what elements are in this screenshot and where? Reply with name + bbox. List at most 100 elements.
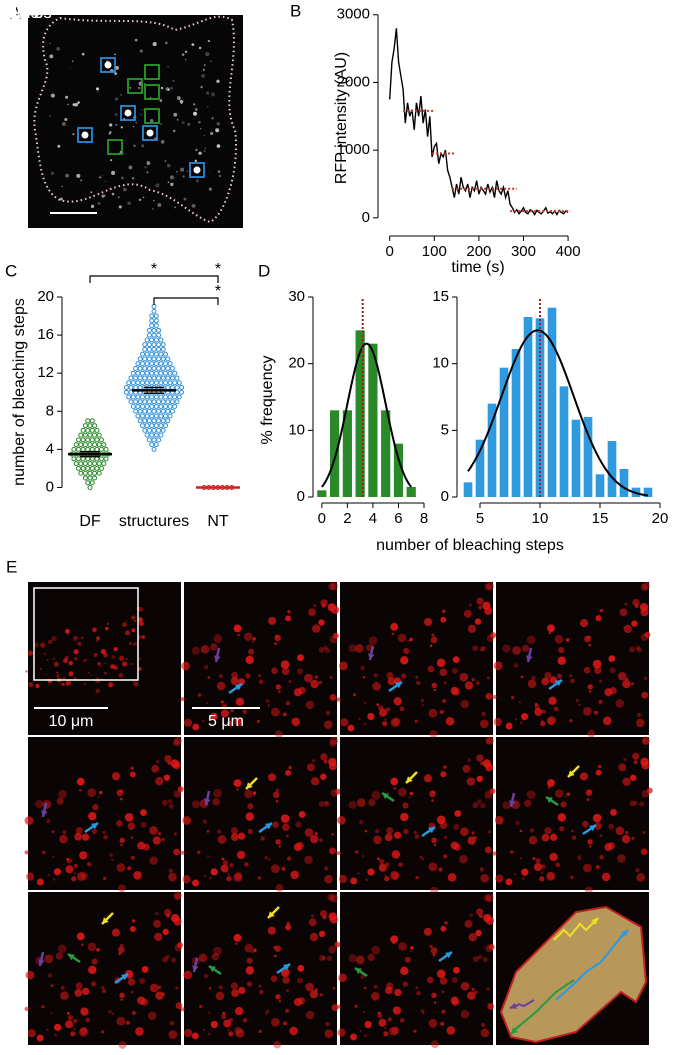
dot (169, 384, 175, 390)
fluorescent-spot (191, 1032, 199, 1040)
fluorescent-spot (481, 711, 486, 717)
fluorescent-spot (245, 812, 254, 821)
dot (142, 418, 148, 424)
fluorescent-spot (535, 858, 541, 864)
dot (167, 380, 173, 386)
time-label: 5.6 s (8, 5, 43, 22)
x-tick-label: 15 (592, 510, 609, 527)
x-tick-label: DF (79, 513, 101, 530)
speckle (218, 174, 222, 178)
fluorescent-spot (431, 682, 438, 689)
fluorescent-spot (477, 954, 483, 960)
fluorescent-spot (409, 637, 413, 642)
fluorescent-spot (541, 864, 546, 869)
fluorescent-spot (376, 703, 380, 707)
fluorescent-spot (592, 659, 602, 669)
x-tick-label: 0 (386, 243, 394, 260)
fluorescent-spot (309, 932, 319, 942)
x-tick-label: 5 (476, 510, 484, 527)
speckle (144, 166, 147, 169)
fluorescent-spot (280, 968, 290, 977)
dot (80, 465, 86, 471)
dot (158, 413, 164, 419)
arrow-head (382, 793, 389, 800)
speckle (203, 134, 205, 137)
dot (149, 394, 155, 400)
speckle (151, 207, 154, 210)
dot (89, 465, 95, 471)
fluorescent-spot (109, 853, 113, 857)
fluorescent-spot (355, 850, 359, 854)
fluorescent-spot (364, 1020, 372, 1029)
fluorescent-spot (610, 809, 617, 816)
speckle (131, 177, 135, 180)
fluorescent-spot (64, 655, 69, 661)
fluorescent-spot (451, 977, 458, 984)
fluorescent-spot (471, 987, 475, 991)
fluorescent-spot (208, 1011, 211, 1014)
fluorescent-spot (485, 736, 494, 745)
dot (73, 461, 79, 467)
dot (103, 456, 109, 462)
fluorescent-spot (104, 662, 107, 665)
speckle (147, 160, 149, 162)
fluorescent-spot (604, 843, 613, 852)
arrow-head (591, 918, 598, 925)
fluorescent-spot (428, 708, 438, 718)
dot (82, 442, 88, 448)
fluorescent-spot (483, 894, 491, 902)
dot (160, 375, 166, 381)
speckle (191, 43, 195, 47)
fluorescent-spot (271, 1017, 280, 1027)
time-label: 8.0 s (8, 5, 43, 22)
fluorescent-spot (577, 855, 581, 859)
scale-bar-label: 5 μm (208, 713, 244, 730)
fluorescent-spot (570, 875, 574, 879)
fluorescent-spot (174, 832, 177, 836)
bar (571, 419, 581, 497)
dot (144, 432, 150, 438)
fluorescent-spot (233, 624, 242, 633)
dot (94, 446, 100, 452)
dot (135, 361, 141, 367)
fluorescent-spot (172, 761, 181, 770)
fluorescent-spot (44, 954, 54, 964)
dot (80, 456, 86, 462)
fluorescent-spot (440, 771, 447, 778)
fluorescent-spot (235, 942, 238, 946)
fluorescent-spot (204, 665, 209, 670)
fluorescent-spot (431, 633, 435, 637)
y-tick-label: 0 (46, 478, 54, 495)
fluorescent-spot (403, 647, 410, 655)
arrow-head (268, 911, 275, 918)
fluorescent-spot (100, 649, 107, 655)
fluorescent-spot (76, 777, 85, 786)
fluorescent-spot (446, 1026, 456, 1035)
speckle (146, 161, 151, 166)
fluorescent-spot (120, 998, 123, 1001)
dot (137, 399, 143, 405)
fluorescent-spot (48, 639, 53, 645)
fluorescent-spot (619, 608, 628, 617)
dot (156, 342, 162, 348)
spot (193, 166, 201, 174)
dot (169, 399, 175, 405)
fluorescent-spot (77, 641, 82, 646)
dot (80, 427, 86, 433)
fluorescent-spot (326, 955, 333, 961)
dot (163, 351, 168, 357)
fluorescent-spot (420, 698, 425, 703)
fluorescent-spot (57, 944, 67, 954)
fluorescent-spot (589, 845, 592, 848)
fluorescent-spot (90, 674, 92, 677)
fluorescent-spot (53, 661, 59, 667)
fluorescent-spot (120, 843, 123, 847)
fluorescent-spot (285, 769, 292, 776)
fluorescent-spot (325, 1021, 330, 1027)
fluorescent-spot (521, 877, 525, 880)
fluorescent-spot (230, 708, 235, 713)
fluorescent-spot (162, 956, 169, 963)
fluorescent-spot (555, 862, 560, 868)
speckle (149, 118, 154, 123)
fluorescent-spot (318, 647, 325, 653)
